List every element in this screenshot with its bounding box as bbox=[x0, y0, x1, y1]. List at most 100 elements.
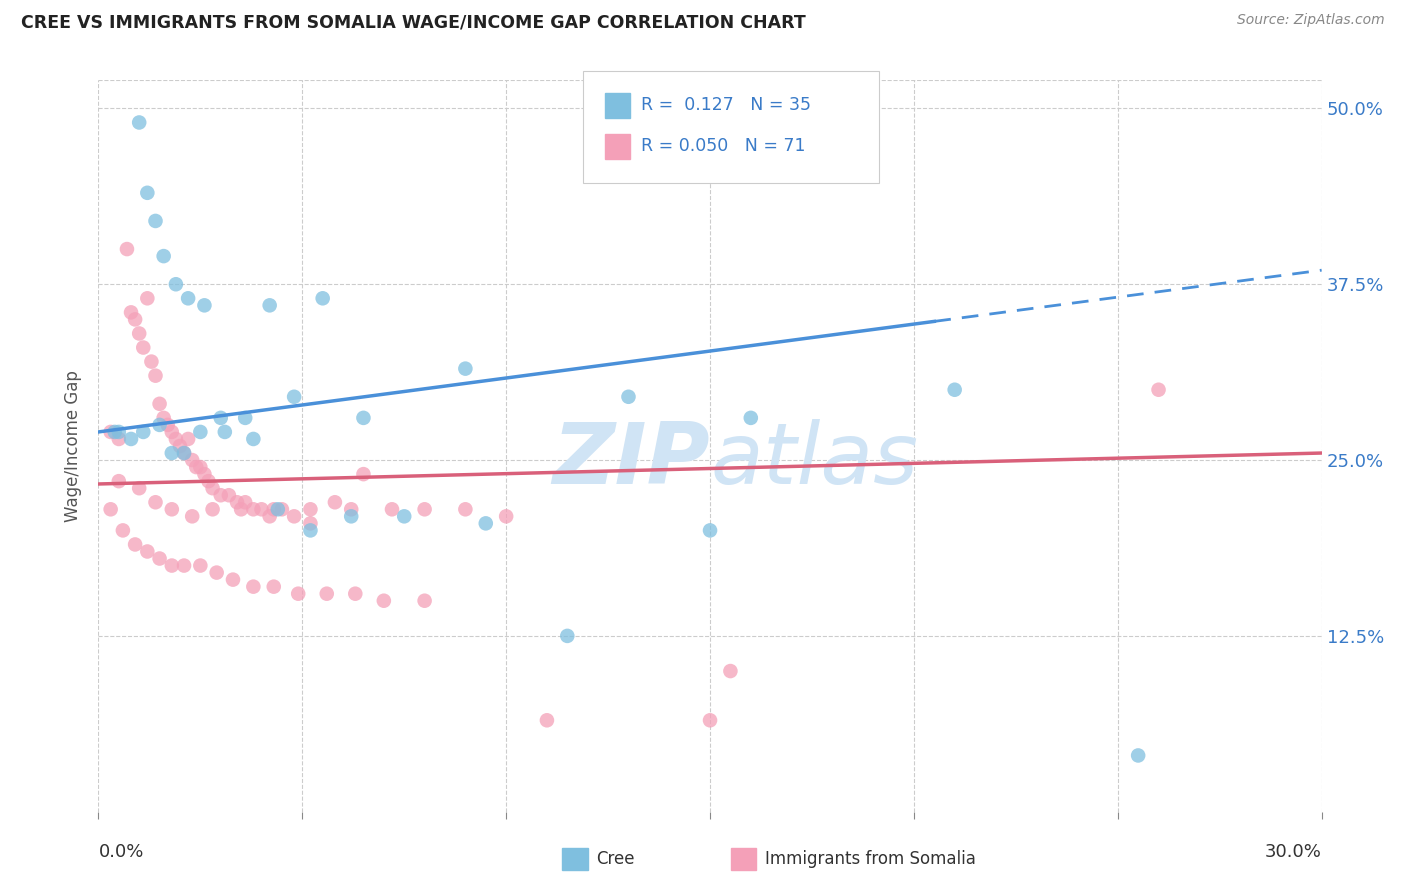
Point bbox=[136, 544, 159, 558]
Point bbox=[188, 460, 212, 475]
Point bbox=[209, 488, 232, 502]
Point bbox=[943, 383, 966, 397]
Point bbox=[233, 410, 256, 425]
Point bbox=[104, 425, 127, 439]
Text: R = 0.050   N = 71: R = 0.050 N = 71 bbox=[641, 137, 806, 155]
Point bbox=[136, 291, 159, 305]
Y-axis label: Wage/Income Gap: Wage/Income Gap bbox=[65, 370, 83, 522]
Point bbox=[267, 502, 290, 516]
Point bbox=[141, 354, 163, 368]
Point bbox=[124, 537, 146, 551]
Point bbox=[413, 593, 436, 607]
Text: atlas: atlas bbox=[710, 419, 918, 502]
Point bbox=[100, 502, 122, 516]
Point bbox=[201, 502, 224, 516]
Text: 30.0%: 30.0% bbox=[1265, 843, 1322, 861]
Text: CREE VS IMMIGRANTS FROM SOMALIA WAGE/INCOME GAP CORRELATION CHART: CREE VS IMMIGRANTS FROM SOMALIA WAGE/INC… bbox=[21, 13, 806, 31]
Point bbox=[495, 509, 517, 524]
Point bbox=[283, 509, 305, 524]
Point bbox=[242, 432, 264, 446]
Point bbox=[233, 495, 256, 509]
Point bbox=[181, 453, 204, 467]
Point bbox=[392, 509, 416, 524]
Point bbox=[720, 664, 742, 678]
Point bbox=[373, 593, 395, 607]
Point bbox=[124, 312, 146, 326]
Point bbox=[152, 249, 174, 263]
Point bbox=[145, 214, 167, 228]
Point bbox=[160, 502, 183, 516]
Point bbox=[474, 516, 498, 531]
Point bbox=[100, 425, 122, 439]
Point bbox=[299, 516, 322, 531]
Point bbox=[152, 410, 174, 425]
Point bbox=[1128, 748, 1150, 763]
Point bbox=[165, 432, 187, 446]
Point bbox=[699, 524, 721, 538]
Point bbox=[299, 502, 322, 516]
Point bbox=[617, 390, 640, 404]
Point bbox=[160, 558, 183, 573]
Point bbox=[169, 439, 191, 453]
Text: Cree: Cree bbox=[596, 850, 634, 868]
Point bbox=[149, 397, 172, 411]
Point bbox=[111, 524, 134, 538]
Point bbox=[181, 509, 204, 524]
Point bbox=[188, 425, 212, 439]
Point bbox=[128, 481, 150, 495]
Text: 0.0%: 0.0% bbox=[98, 843, 143, 861]
Point bbox=[108, 432, 131, 446]
Point bbox=[120, 432, 142, 446]
Point bbox=[201, 481, 224, 495]
Point bbox=[128, 326, 150, 341]
Point bbox=[165, 277, 187, 292]
Point bbox=[145, 368, 167, 383]
Point bbox=[259, 298, 281, 312]
Point bbox=[115, 242, 138, 256]
Point bbox=[149, 417, 172, 432]
Point bbox=[381, 502, 404, 516]
Text: Source: ZipAtlas.com: Source: ZipAtlas.com bbox=[1237, 13, 1385, 28]
Point bbox=[536, 714, 558, 728]
Point bbox=[250, 502, 273, 516]
Point bbox=[186, 460, 208, 475]
Point bbox=[299, 524, 322, 538]
Point bbox=[1147, 383, 1170, 397]
Point bbox=[454, 502, 477, 516]
Point bbox=[740, 410, 762, 425]
Point bbox=[156, 417, 179, 432]
Text: ZIP: ZIP bbox=[553, 419, 710, 502]
Point bbox=[315, 587, 337, 601]
Point bbox=[283, 390, 305, 404]
Point bbox=[218, 488, 240, 502]
Point bbox=[136, 186, 159, 200]
Point bbox=[214, 425, 236, 439]
Point bbox=[344, 587, 367, 601]
Point bbox=[108, 474, 131, 488]
Text: R =  0.127   N = 35: R = 0.127 N = 35 bbox=[641, 96, 811, 114]
Point bbox=[145, 495, 167, 509]
Point bbox=[197, 474, 219, 488]
Point bbox=[226, 495, 249, 509]
Point bbox=[193, 467, 215, 482]
Point bbox=[263, 580, 285, 594]
Point bbox=[263, 502, 285, 516]
Point bbox=[259, 509, 281, 524]
Point bbox=[160, 446, 183, 460]
Point bbox=[128, 115, 150, 129]
Point bbox=[557, 629, 579, 643]
Point bbox=[177, 432, 200, 446]
Point bbox=[352, 410, 374, 425]
Point bbox=[188, 558, 212, 573]
Point bbox=[108, 425, 131, 439]
Point bbox=[413, 502, 436, 516]
Point bbox=[340, 509, 363, 524]
Point bbox=[699, 714, 721, 728]
Point bbox=[132, 425, 155, 439]
Point bbox=[242, 580, 264, 594]
Point bbox=[312, 291, 335, 305]
Point bbox=[352, 467, 374, 482]
Point bbox=[340, 502, 363, 516]
Point bbox=[205, 566, 228, 580]
Point bbox=[132, 341, 155, 355]
